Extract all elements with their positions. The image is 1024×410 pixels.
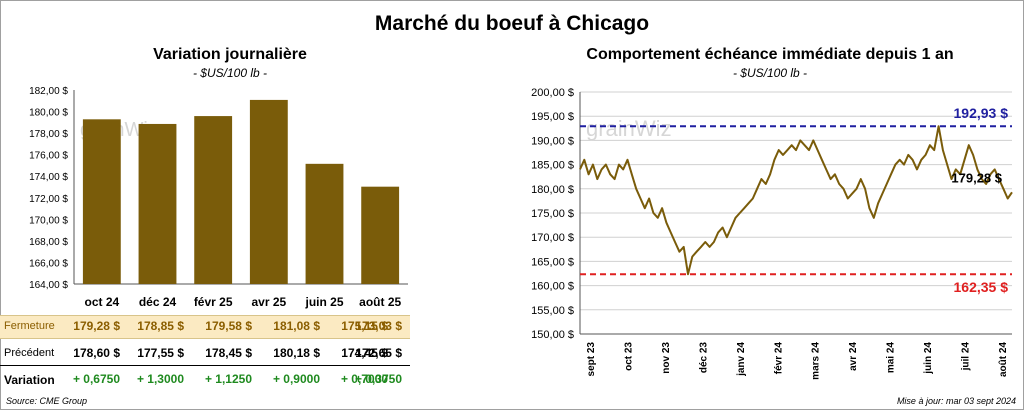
x-tick-label: déc 23 — [698, 342, 709, 374]
y-tick-label: 200,00 $ — [531, 87, 574, 99]
close-cell: 179,58 $ — [205, 319, 252, 333]
previous-cell: 180,18 $ — [273, 346, 320, 360]
max-label: 192,93 $ — [954, 105, 1009, 121]
previous-cell: 177,55 $ — [137, 346, 184, 360]
x-tick-label: oct 24 — [84, 295, 119, 309]
previous-cell: 178,60 $ — [73, 346, 120, 360]
previous-cell: 174,45 $ — [341, 346, 388, 360]
bar — [194, 116, 233, 285]
y-tick-label: 174,00 $ — [29, 172, 68, 183]
close-row-label: Fermeture — [4, 320, 55, 332]
bar — [305, 163, 344, 284]
variation-cell: + 0,3750 — [354, 372, 402, 386]
previous-cell: 172,65 $ — [355, 346, 402, 360]
previous-row-label: Précédent — [4, 347, 55, 359]
x-tick-label: oct 23 — [623, 342, 634, 371]
y-tick-label: 155,00 $ — [531, 305, 574, 317]
bar — [249, 99, 288, 284]
bar — [361, 186, 400, 284]
variation-cell: + 1,1250 — [204, 372, 252, 386]
close-row: Fermeture 179,28 $ 178,85 $ 179,58 $ 181… — [0, 315, 410, 339]
y-tick-label: 178,00 $ — [29, 129, 68, 140]
x-tick-label: juin 25 — [304, 295, 343, 309]
close-cell: 179,28 $ — [73, 319, 120, 333]
bar — [138, 123, 177, 284]
x-tick-label: juil 24 — [961, 342, 972, 372]
price-line — [579, 125, 1013, 276]
last-label: 179,28 $ — [951, 170, 1002, 185]
y-tick-label: 195,00 $ — [531, 111, 574, 123]
close-cell: 178,85 $ — [137, 319, 184, 333]
y-tick-label: 166,00 $ — [29, 258, 68, 269]
y-tick-label: 170,00 $ — [29, 215, 68, 226]
left-units: - $US/100 lb - — [192, 66, 268, 80]
x-tick-label: août 24 — [998, 342, 1009, 377]
previous-cell: 178,45 $ — [205, 346, 252, 360]
close-cell: 175,15 $ — [341, 319, 388, 333]
right-units: - $US/100 lb - — [732, 66, 808, 80]
bar — [82, 119, 121, 284]
variation-cell: + 0,7000 — [340, 372, 388, 386]
close-cell: 181,08 $ — [273, 319, 320, 333]
y-tick-label: 180,00 $ — [531, 184, 574, 196]
y-tick-label: 168,00 $ — [29, 237, 68, 248]
x-tick-label: août 25 — [359, 295, 401, 309]
y-tick-label: 160,00 $ — [531, 281, 574, 293]
x-tick-label: mars 24 — [811, 342, 822, 380]
line-chart: 150,00 $ 155,00 $ 160,00 $ 165,00 $ 170,00 $… — [531, 87, 1013, 380]
close-cell: 173,03 $ — [355, 319, 402, 333]
min-label: 162,35 $ — [954, 279, 1009, 295]
left-subtitle: Variation journalière — [153, 46, 307, 63]
y-tick-label: 170,00 $ — [531, 232, 574, 244]
x-tick-label: mai 24 — [886, 342, 897, 374]
update-note: Mise à jour: mar 03 sept 2024 — [896, 396, 1016, 406]
y-tick-label: 190,00 $ — [531, 135, 574, 147]
y-tick-label: 182,00 $ — [29, 86, 68, 97]
y-tick-label: 165,00 $ — [531, 256, 574, 268]
x-tick-label: nov 23 — [661, 342, 672, 374]
main-title: Marché du boeuf à Chicago — [374, 12, 650, 35]
x-tick-label: juin 24 — [923, 342, 934, 375]
variation-cell: + 0,9000 — [272, 372, 320, 386]
x-tick-label: déc 24 — [139, 295, 177, 309]
x-tick-label: janv 24 — [736, 342, 747, 377]
y-tick-label: 164,00 $ — [29, 280, 68, 291]
x-tick-label: avr 24 — [848, 342, 859, 371]
y-tick-label: 150,00 $ — [531, 329, 574, 341]
y-tick-label: 175,00 $ — [531, 208, 574, 220]
x-tick-label: févr 25 — [194, 295, 233, 309]
variation-row-label: Variation — [4, 373, 55, 387]
y-tick-label: 176,00 $ — [29, 151, 68, 162]
x-tick-label: févr 24 — [773, 342, 784, 375]
y-tick-label: 172,00 $ — [29, 194, 68, 205]
right-subtitle: Comportement échéance immédiate depuis 1… — [586, 46, 954, 63]
y-tick-label: 185,00 $ — [531, 160, 574, 172]
previous-row: Précédent 178,60 $ 177,55 $ 178,45 $ 180… — [0, 343, 410, 366]
y-tick-label: 180,00 $ — [29, 108, 68, 119]
source-note: Source: CME Group — [6, 396, 88, 406]
x-tick-label: avr 25 — [251, 295, 286, 309]
watermark: grainWiz — [586, 116, 672, 141]
bar-chart: 164,00 $ 166,00 $ 168,00 $ 170,00 $ 172,00 $… — [29, 86, 408, 309]
variation-cell: + 1,3000 — [136, 372, 184, 386]
variation-row: Variation + 0,6750 + 1,3000 + 1,1250 + 0… — [0, 369, 410, 391]
x-tick-label: sept 23 — [586, 342, 597, 377]
variation-cell: + 0,6750 — [72, 372, 120, 386]
